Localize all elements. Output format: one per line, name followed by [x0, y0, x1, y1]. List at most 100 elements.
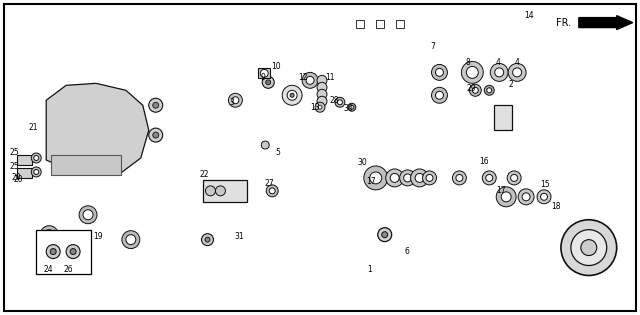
Polygon shape [300, 150, 360, 260]
Circle shape [452, 171, 467, 185]
Polygon shape [335, 59, 365, 260]
Circle shape [83, 210, 93, 220]
Circle shape [370, 172, 381, 184]
Polygon shape [417, 49, 465, 120]
Circle shape [205, 237, 210, 242]
Circle shape [34, 156, 39, 160]
Circle shape [511, 175, 518, 181]
Text: 4: 4 [515, 58, 520, 67]
Circle shape [148, 128, 163, 142]
Circle shape [302, 72, 318, 88]
Circle shape [469, 84, 481, 96]
Circle shape [126, 235, 136, 245]
Circle shape [404, 174, 412, 182]
Bar [396, 20, 404, 28]
Text: 27: 27 [264, 179, 274, 188]
Text: 4: 4 [496, 58, 500, 67]
Circle shape [282, 85, 302, 105]
Circle shape [490, 63, 508, 81]
Text: 10: 10 [271, 62, 281, 71]
Bar [376, 20, 384, 28]
Text: 22: 22 [200, 170, 209, 180]
Text: 20: 20 [12, 174, 21, 182]
Circle shape [44, 230, 54, 240]
Circle shape [456, 175, 463, 181]
Circle shape [31, 153, 41, 163]
Text: 16: 16 [479, 158, 489, 167]
Text: 13: 13 [310, 103, 320, 112]
Circle shape [317, 82, 327, 92]
Text: 25: 25 [10, 147, 19, 157]
Text: 11: 11 [325, 73, 335, 82]
Circle shape [364, 166, 388, 190]
Polygon shape [370, 165, 406, 265]
Circle shape [541, 193, 547, 200]
Text: 17: 17 [366, 177, 376, 186]
Circle shape [484, 85, 494, 95]
Circle shape [386, 169, 404, 187]
Circle shape [487, 88, 492, 93]
Circle shape [399, 170, 415, 186]
Circle shape [422, 171, 436, 185]
Circle shape [472, 87, 478, 93]
Circle shape [205, 186, 216, 196]
Circle shape [508, 63, 526, 81]
Circle shape [335, 97, 345, 107]
Circle shape [483, 171, 496, 185]
Circle shape [232, 97, 239, 104]
Text: 30: 30 [343, 104, 353, 113]
Bar [51, 155, 121, 175]
Text: 29: 29 [467, 84, 476, 93]
Text: 5: 5 [276, 147, 280, 157]
Circle shape [348, 103, 356, 111]
Circle shape [317, 96, 327, 106]
Circle shape [350, 105, 354, 109]
Circle shape [431, 87, 447, 103]
Circle shape [153, 132, 159, 138]
Circle shape [411, 169, 429, 187]
Text: 14: 14 [524, 11, 534, 20]
Text: 19: 19 [93, 232, 103, 241]
Circle shape [495, 68, 504, 77]
Circle shape [148, 98, 163, 112]
Circle shape [522, 193, 530, 201]
Circle shape [513, 68, 522, 77]
Circle shape [317, 75, 327, 85]
Bar [259, 68, 270, 78]
Text: 17: 17 [497, 186, 506, 195]
Circle shape [70, 249, 76, 255]
Text: 12: 12 [298, 73, 308, 82]
Text: 28: 28 [329, 96, 339, 105]
Bar [494, 105, 512, 130]
Bar [36, 230, 91, 274]
Text: 21: 21 [29, 123, 38, 132]
Text: 18: 18 [551, 202, 561, 211]
Text: 7: 7 [430, 42, 435, 51]
Circle shape [122, 231, 140, 249]
Polygon shape [46, 83, 148, 175]
Circle shape [287, 90, 297, 100]
Circle shape [306, 76, 314, 84]
Circle shape [315, 102, 325, 112]
Circle shape [261, 141, 269, 149]
Circle shape [581, 240, 596, 255]
Circle shape [269, 188, 275, 194]
Text: 24: 24 [44, 265, 53, 274]
Circle shape [337, 100, 342, 105]
Circle shape [486, 175, 493, 181]
Text: 2: 2 [509, 80, 513, 89]
Circle shape [496, 187, 516, 207]
Circle shape [561, 220, 617, 276]
Polygon shape [17, 49, 173, 279]
Circle shape [46, 245, 60, 259]
FancyArrow shape [579, 16, 632, 30]
Text: 30: 30 [357, 158, 367, 168]
Circle shape [435, 91, 444, 99]
Circle shape [31, 167, 41, 177]
Circle shape [266, 80, 271, 85]
Circle shape [266, 185, 278, 197]
Circle shape [318, 105, 322, 109]
Circle shape [381, 232, 388, 238]
Text: 20: 20 [13, 175, 23, 184]
Circle shape [390, 174, 399, 182]
